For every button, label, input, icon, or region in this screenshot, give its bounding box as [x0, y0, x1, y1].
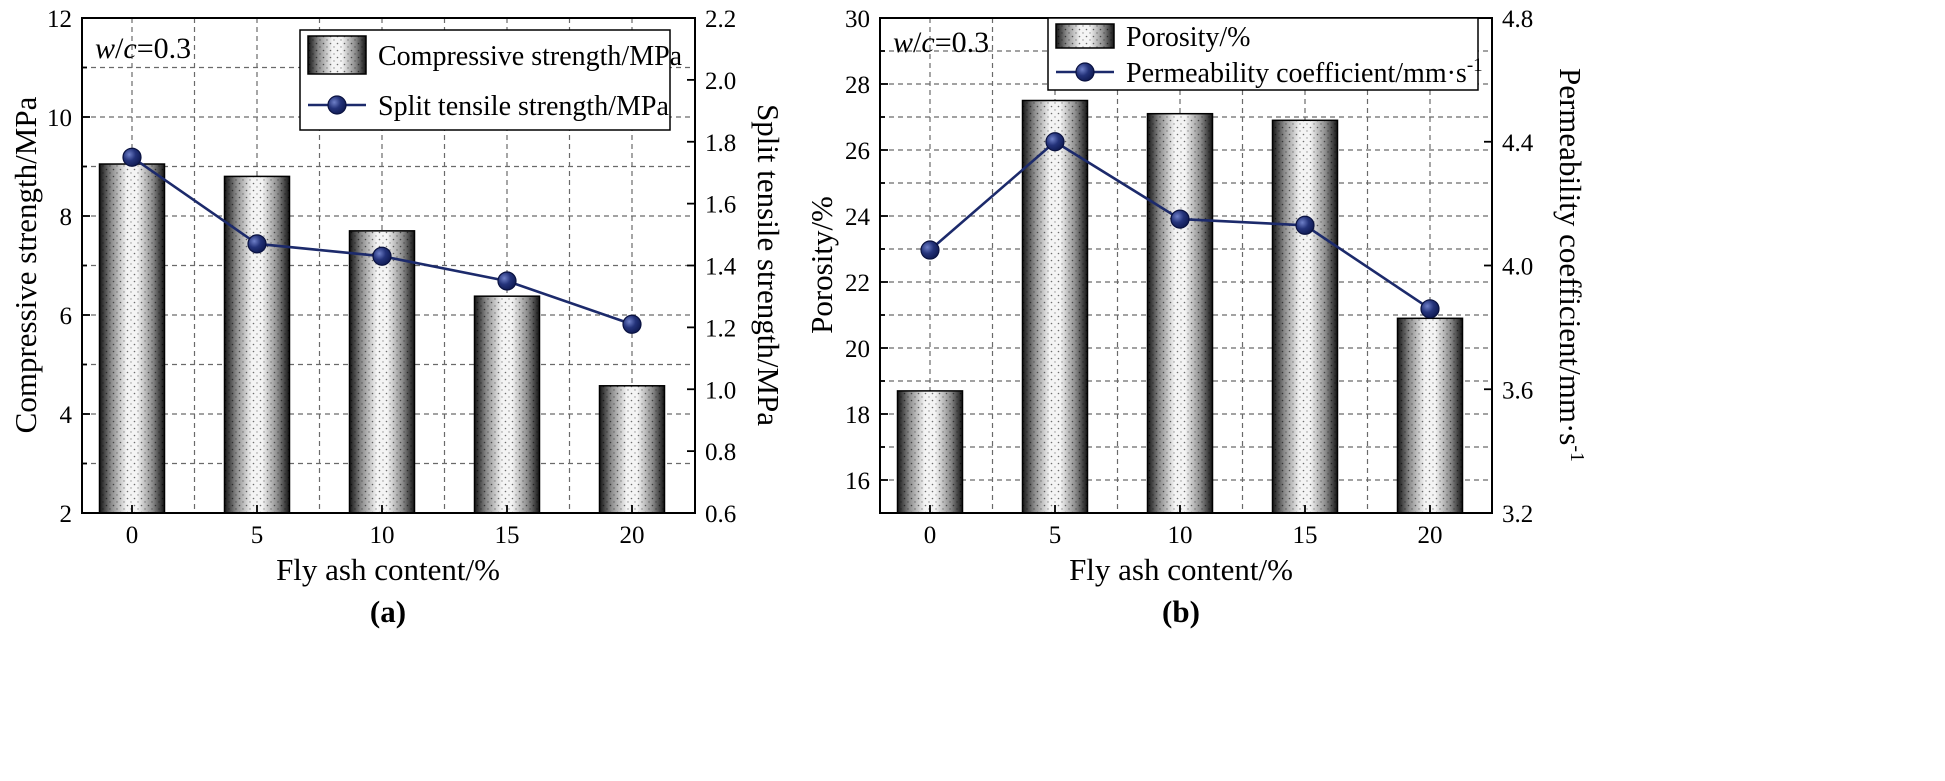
- y-left-tick-label: 28: [845, 72, 870, 99]
- y-right-tick-label: 1.4: [705, 254, 737, 281]
- x-tick-label: 5: [1049, 522, 1062, 549]
- y-right-tick-label: 0.8: [705, 439, 736, 466]
- y-right-tick-label: 2.0: [705, 68, 736, 95]
- y-right-axis-title: Permeability coefficient/mm·s-1: [1553, 68, 1588, 462]
- bar-texture: [897, 390, 963, 513]
- y-right-tick-label: 3.6: [1502, 377, 1533, 404]
- y-left-tick-label: 26: [845, 138, 870, 165]
- panel-b-chart: 16 18 20 22 24 26 28 30 3.2 3.6 4.0 4.4 4.8 0 5 10 15 20 F…: [804, 6, 1588, 629]
- y-right-tick-label: 2.2: [705, 6, 736, 33]
- y-left-tick-label: 6: [60, 303, 73, 330]
- bar-texture: [224, 176, 290, 513]
- line-point: [1170, 209, 1190, 229]
- y-left-tick-label: 12: [47, 6, 72, 33]
- y-right-tick-label: 0.6: [705, 501, 736, 528]
- line-point: [1045, 132, 1065, 152]
- legend-box: [1047, 17, 1479, 91]
- y-right-tick-label: 4.0: [1502, 254, 1533, 281]
- legend-label-bar: Porosity/%: [1126, 22, 1250, 53]
- panel-label: (a): [370, 594, 406, 629]
- y-left-tick-label: 10: [47, 105, 72, 132]
- y-right-tick-label: 1.8: [705, 130, 736, 157]
- y-left-tick-label: 4: [60, 402, 73, 429]
- bar-texture: [1272, 120, 1338, 514]
- y-right-tick-label: 1.0: [705, 377, 736, 404]
- y-right-tick-label: 4.8: [1502, 6, 1533, 33]
- x-tick-label: 15: [495, 522, 520, 549]
- legend-bar-swatch-texture: [308, 36, 366, 74]
- line-point: [122, 147, 142, 167]
- line-point: [247, 234, 267, 254]
- legend: Compressive strength/MPa Split tensile st…: [299, 29, 683, 131]
- line-point: [372, 246, 392, 266]
- bar-texture: [349, 230, 415, 513]
- y-left-tick-label: 16: [845, 468, 870, 495]
- y-right-tick-label: 3.2: [1502, 501, 1533, 528]
- y-left-tick-label: 22: [845, 270, 870, 297]
- y-left-tick-label: 30: [845, 6, 870, 33]
- x-tick-label: 15: [1293, 522, 1318, 549]
- panel-label: (b): [1162, 594, 1200, 629]
- y-right-tick-label: 4.4: [1502, 130, 1534, 157]
- x-tick-label: 0: [126, 522, 139, 549]
- y-right-tick-label: 1.2: [705, 315, 736, 342]
- x-axis-title: Fly ash content/%: [276, 552, 500, 587]
- legend-bar-swatch-texture: [1056, 24, 1114, 48]
- legend: Porosity/%Permeability coefficient/mm·s-…: [1047, 17, 1483, 91]
- bar-texture: [1022, 100, 1088, 513]
- line-point: [622, 314, 642, 334]
- y-left-tick-label: 20: [845, 336, 870, 363]
- y-left-axis-title: Compressive strength/MPa: [8, 96, 43, 433]
- legend-label-line: Split tensile strength/MPa: [378, 91, 669, 122]
- wc-ratio-annotation: w/c=0.3: [893, 26, 989, 59]
- y-right-tick-label: 1.6: [705, 192, 736, 219]
- panel-a-chart: 2 4 6 8 10 12 0.6 0.8 1.0 1.2 1.4 1.6 1.8 2.0 2.2 0 5 10 1…: [8, 6, 786, 629]
- y-left-axis-title: Porosity/%: [804, 196, 839, 334]
- bar-texture: [599, 385, 665, 513]
- bar-texture: [99, 164, 165, 513]
- legend-label-bar: Compressive strength/MPa: [378, 41, 683, 72]
- x-tick-label: 5: [251, 522, 264, 549]
- x-axis-title: Fly ash content/%: [1069, 552, 1293, 587]
- legend-label-line: Permeability coefficient/mm·s-1: [1126, 55, 1483, 89]
- x-tick-label: 10: [370, 522, 395, 549]
- x-tick-label: 10: [1168, 522, 1193, 549]
- y-right-axis-title: Split tensile strength/MPa: [751, 104, 786, 426]
- bar-texture: [1397, 318, 1463, 513]
- y-left-tick-label: 2: [60, 501, 73, 528]
- line-point: [1420, 299, 1440, 319]
- x-tick-label: 20: [1418, 522, 1443, 549]
- x-tick-label: 0: [924, 522, 937, 549]
- line-point: [497, 271, 517, 291]
- wc-ratio-annotation: w/c=0.3: [95, 32, 191, 65]
- legend-line-marker: [327, 95, 347, 115]
- bar-texture: [474, 296, 540, 513]
- x-tick-label: 20: [620, 522, 645, 549]
- bar-texture: [1147, 113, 1213, 513]
- y-left-tick-label: 18: [845, 402, 870, 429]
- y-left-tick-label: 24: [845, 204, 871, 231]
- line-point: [1295, 215, 1315, 235]
- y-left-tick-label: 8: [60, 204, 73, 231]
- legend-line-marker: [1075, 62, 1095, 82]
- line-point: [920, 240, 940, 260]
